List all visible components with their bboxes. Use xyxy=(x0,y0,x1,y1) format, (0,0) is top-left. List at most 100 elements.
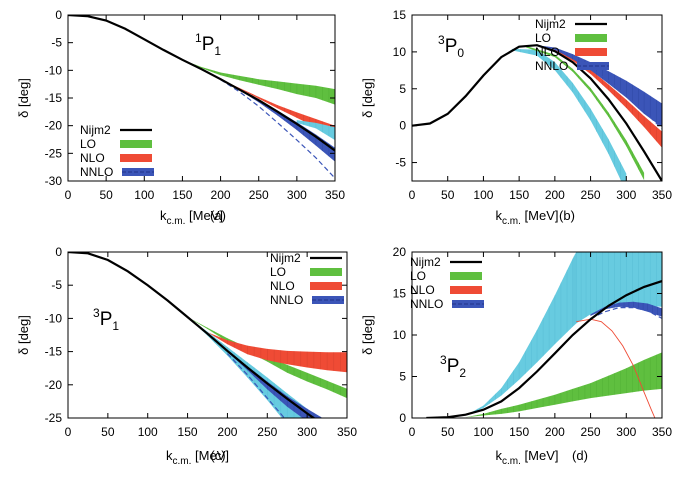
panel-tag: (a) xyxy=(210,208,226,223)
x-axis-label: kc.m. [MeV] xyxy=(160,208,223,227)
x-tick-label: 200 xyxy=(211,188,231,202)
panel-tag: (c) xyxy=(210,448,225,463)
x-tick-label: 250 xyxy=(581,425,601,439)
legend-label: NNLO xyxy=(80,165,113,179)
x-tick-label: 150 xyxy=(178,425,198,439)
legend-label: Nijm2 xyxy=(410,255,441,269)
y-axis-label: δ [deg] xyxy=(16,78,31,118)
band-lo-cyan xyxy=(187,317,319,418)
x-tick-label: 200 xyxy=(545,188,565,202)
legend-label: NNLO xyxy=(410,297,443,311)
x-tick-label: 100 xyxy=(473,425,493,439)
y-tick-label: 0 xyxy=(399,119,406,133)
legend-label: NLO xyxy=(80,151,105,165)
band-hatch-nlo xyxy=(214,335,341,372)
y-tick-label: 15 xyxy=(393,287,407,301)
dashed-nnlo-dashed xyxy=(536,44,662,130)
x-tick-label: 0 xyxy=(409,425,416,439)
legend-label: LO xyxy=(535,31,551,45)
legend-label: Nijm2 xyxy=(535,17,566,31)
panel-tag: (b) xyxy=(559,208,575,223)
y-tick-label: -20 xyxy=(45,378,63,392)
x-tick-label: 150 xyxy=(509,188,529,202)
partial-wave-label: 1P1 xyxy=(195,31,221,58)
y-tick-label: -10 xyxy=(45,311,63,325)
x-tick-label: 0 xyxy=(65,188,72,202)
x-tick-label: 200 xyxy=(217,425,237,439)
partial-wave-label: 3P2 xyxy=(440,353,466,380)
legend-swatch-lo xyxy=(450,272,482,280)
legend-label: NLO xyxy=(270,279,295,293)
panel-a: 0 50 100 150 200 250 300 350 0 -5 -10 -15 -20 -25 -30 δ… xyxy=(16,8,345,227)
y-tick-label: 5 xyxy=(399,82,406,96)
legend-label: LO xyxy=(410,269,426,283)
x-tick-label: 50 xyxy=(101,425,115,439)
x-tick-label: 150 xyxy=(172,188,192,202)
y-tick-label: -15 xyxy=(45,345,63,359)
series-layer xyxy=(412,44,662,181)
series-layer xyxy=(426,252,662,418)
x-tick-label: 250 xyxy=(257,425,277,439)
legend-swatch-nlo xyxy=(310,282,342,290)
legend-swatch-nlo xyxy=(450,286,482,294)
y-tick-label: -20 xyxy=(45,119,63,133)
y-tick-label: 0 xyxy=(399,411,406,425)
legend-label: NLO xyxy=(410,283,435,297)
panel-d: 0 50 100 150 200 250 300 350 0 5 10 15 20 δ [deg] kc.m… xyxy=(360,245,672,467)
band-hatch-lo-cyan xyxy=(194,322,315,418)
legend-label: NNLO xyxy=(270,293,303,307)
panel-c: 0 50 100 150 200 250 300 350 0 -5 -10 -15 -20 -25 δ [d… xyxy=(16,245,357,467)
x-tick-label: 100 xyxy=(134,188,154,202)
plot-frame xyxy=(67,251,348,419)
legend-label: Nijm2 xyxy=(270,251,301,265)
x-axis-label: kc.m. [MeV] xyxy=(166,448,229,467)
partial-wave-label: 3P0 xyxy=(438,33,464,60)
panel-tag: (d) xyxy=(572,448,588,463)
x-tick-label: 350 xyxy=(652,188,672,202)
legend-swatch-nlo xyxy=(120,154,152,162)
line-nijm2 xyxy=(426,280,662,418)
y-tick-label: -5 xyxy=(395,156,406,170)
x-tick-label: 150 xyxy=(509,425,529,439)
x-tick-label: 50 xyxy=(99,188,113,202)
y-axis-label: δ [deg] xyxy=(16,315,31,355)
x-tick-label: 0 xyxy=(409,188,416,202)
legend-label: Nijm2 xyxy=(80,123,111,137)
x-tick-label: 100 xyxy=(473,188,493,202)
legend-swatch-nlo xyxy=(575,48,607,56)
legend-swatch-lo xyxy=(310,268,342,276)
band-hatch-lo-cyan xyxy=(471,252,657,413)
y-tick-label: 5 xyxy=(399,370,406,384)
y-tick-label: 0 xyxy=(55,8,62,22)
x-tick-label: 300 xyxy=(287,188,307,202)
x-tick-label: 300 xyxy=(297,425,317,439)
y-axis-label: δ [deg] xyxy=(360,78,375,118)
line-nijm2 xyxy=(68,252,316,418)
series-layer xyxy=(68,15,335,179)
y-tick-label: -25 xyxy=(45,411,63,425)
x-axis-label: kc.m. [MeV] xyxy=(496,448,559,467)
dashed-nnlo-dashed xyxy=(226,353,286,418)
x-axis-label: kc.m. [MeV] xyxy=(496,208,559,227)
x-tick-label: 50 xyxy=(441,425,455,439)
line-nijm2 xyxy=(68,15,335,152)
y-tick-label: -30 xyxy=(45,174,63,188)
y-tick-label: 0 xyxy=(55,245,62,259)
legend-label: LO xyxy=(80,137,96,151)
line-nijm2 xyxy=(412,44,662,181)
x-tick-label: 200 xyxy=(545,425,565,439)
y-tick-label: 10 xyxy=(393,328,407,342)
x-tick-label: 350 xyxy=(337,425,357,439)
partial-wave-label: 3P1 xyxy=(93,306,119,333)
x-tick-label: 50 xyxy=(441,188,455,202)
dashed-nnlo-dashed xyxy=(220,79,335,179)
series-layer xyxy=(68,252,347,418)
band-lo xyxy=(465,352,662,418)
y-tick-label: -10 xyxy=(45,63,63,77)
band-hatch-nlo-cyan-band xyxy=(296,120,330,137)
x-tick-label: 350 xyxy=(652,425,672,439)
x-tick-label: 300 xyxy=(616,188,636,202)
